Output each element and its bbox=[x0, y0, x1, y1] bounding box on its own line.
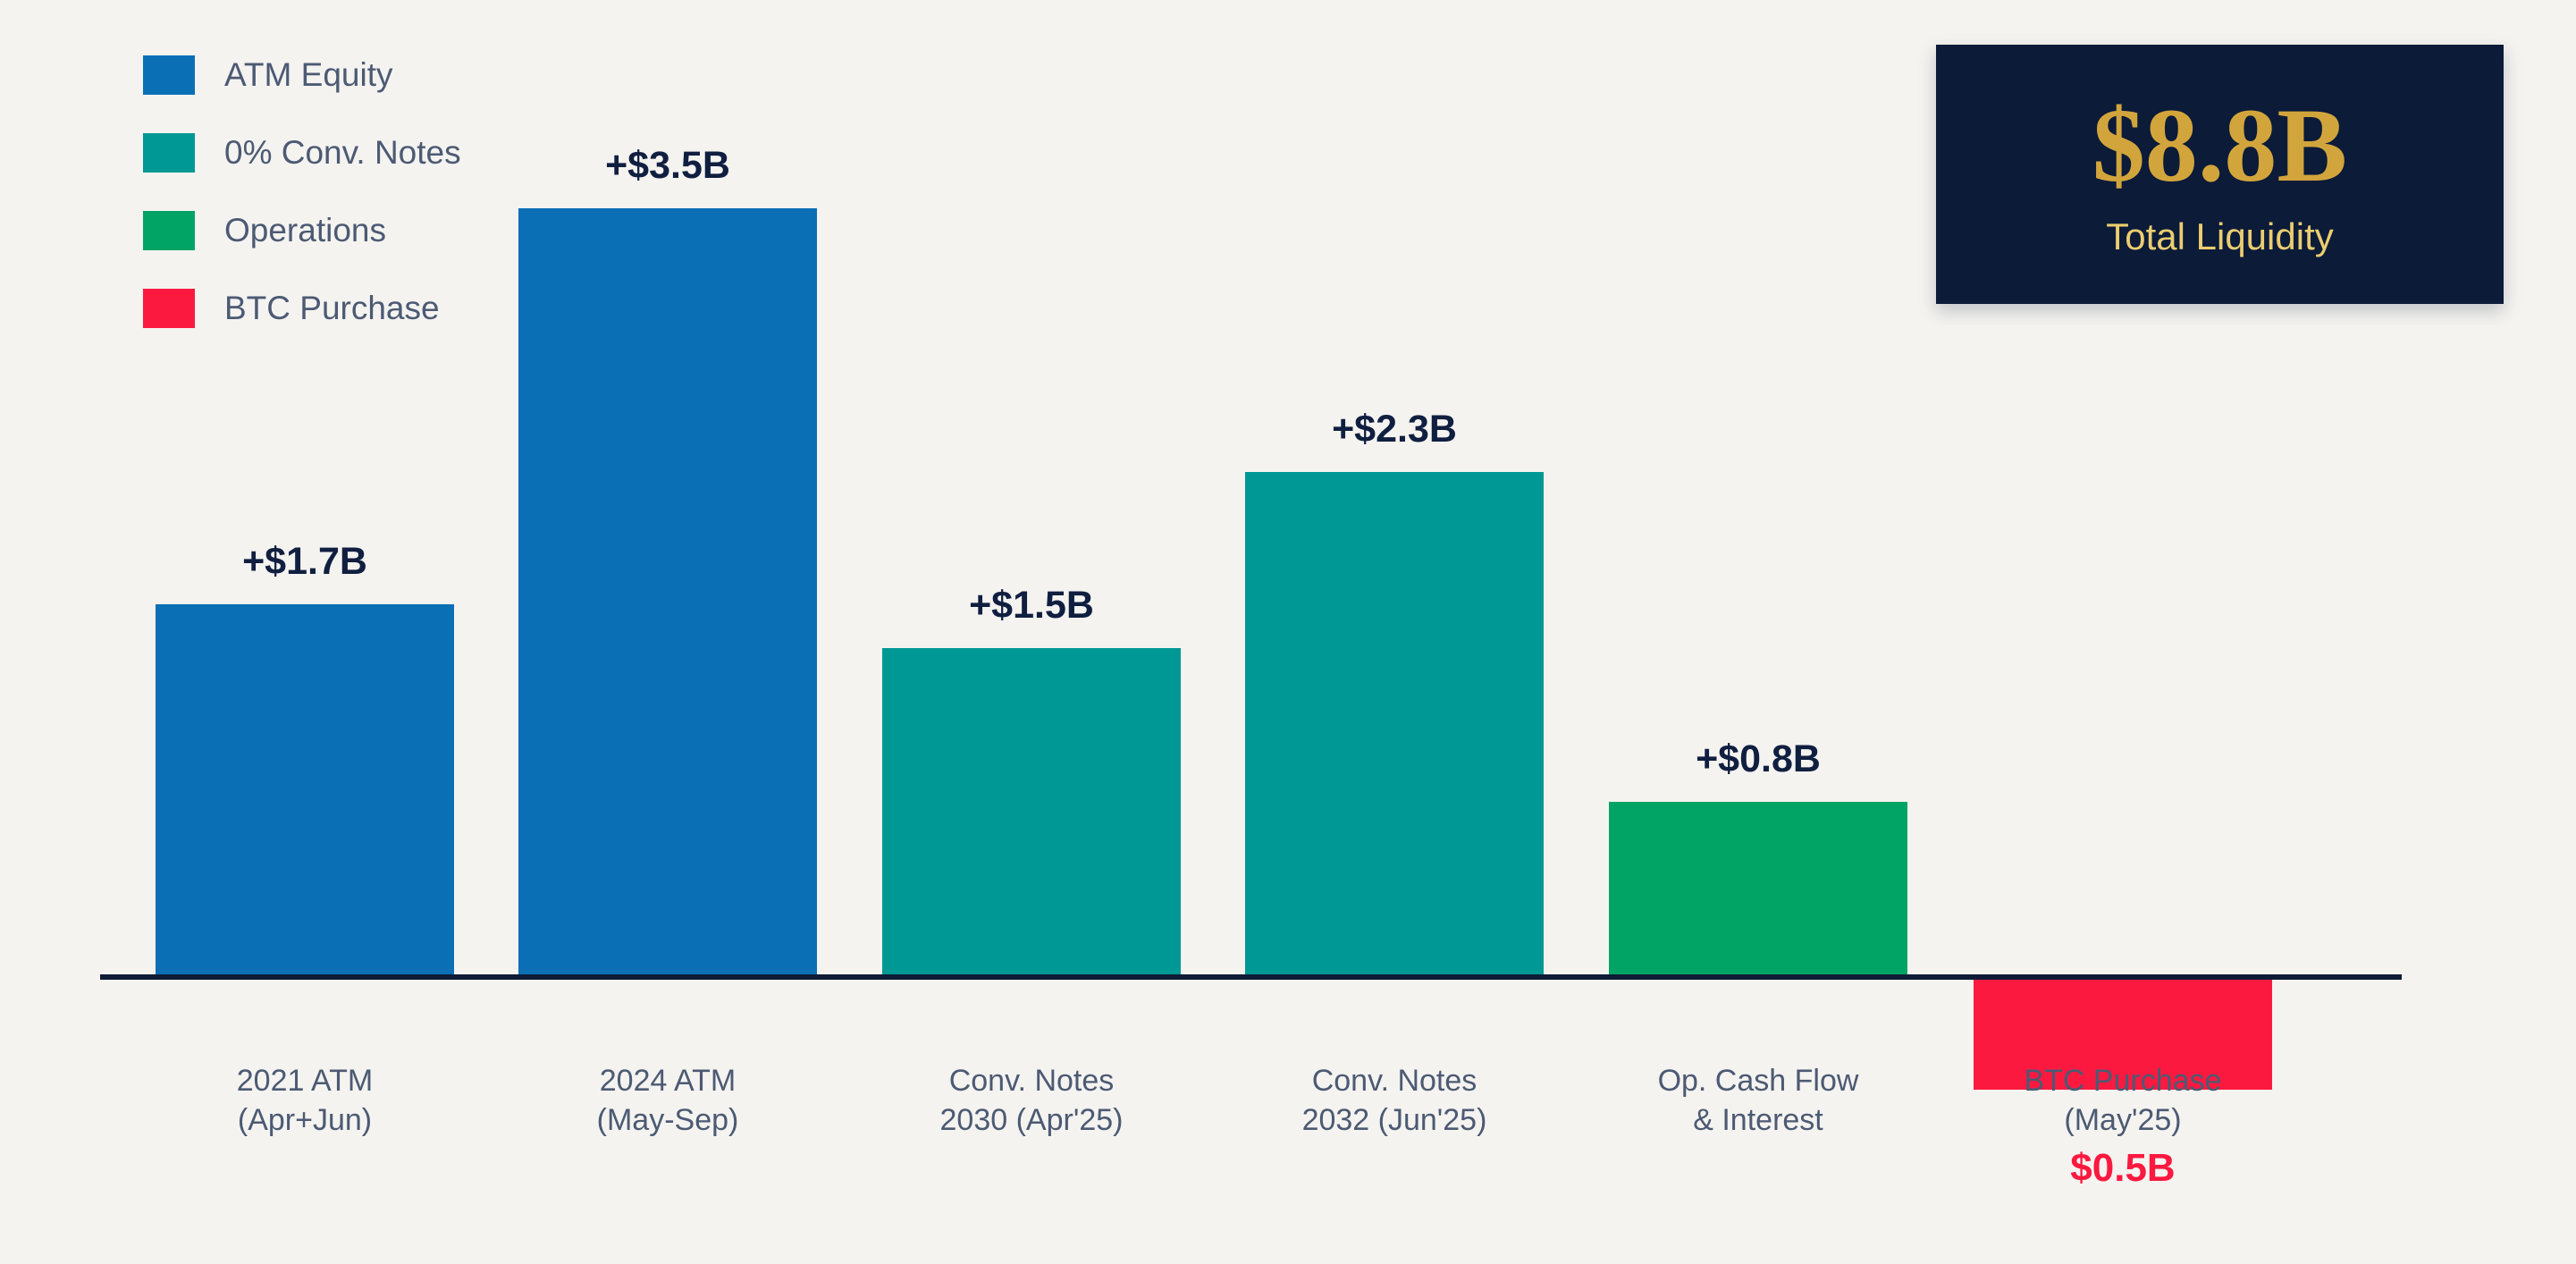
bar-value-label-0: +$1.7B bbox=[242, 540, 367, 583]
bar-btc-purchase-5 bbox=[1974, 980, 2272, 1090]
x-axis-line bbox=[100, 974, 2402, 980]
legend-item-0: ATM Equity bbox=[143, 55, 461, 95]
category-label-line: (May-Sep) bbox=[596, 1103, 739, 1137]
bar-value-label-1: +$3.5B bbox=[605, 144, 730, 187]
category-label-5: BTC Purchase (May'25) bbox=[1935, 1061, 2311, 1140]
legend-swatch-icon bbox=[143, 289, 195, 328]
total-liquidity-card: $8.8B Total Liquidity bbox=[1936, 45, 2504, 304]
bar-0-conv-notes-3 bbox=[1245, 472, 1544, 978]
legend-swatch-icon bbox=[143, 55, 195, 95]
legend-item-1: 0% Conv. Notes bbox=[143, 133, 461, 173]
bar-value-label-5: $0.5B bbox=[2070, 1146, 2176, 1190]
bar-value-label-2: +$1.5B bbox=[969, 584, 1094, 627]
legend-item-2: Operations bbox=[143, 211, 461, 250]
category-label-line: (Apr+Jun) bbox=[237, 1103, 373, 1137]
legend-item-3: BTC Purchase bbox=[143, 289, 461, 328]
legend-swatch-icon bbox=[143, 211, 195, 250]
bar-atm-equity-1 bbox=[518, 208, 817, 978]
category-label-1: 2024 ATM (May-Sep) bbox=[480, 1061, 855, 1140]
legend-label: Operations bbox=[224, 212, 386, 249]
legend-label: BTC Purchase bbox=[224, 290, 440, 326]
total-liquidity-label: Total Liquidity bbox=[2106, 215, 2334, 257]
bar-0-conv-notes-2 bbox=[882, 648, 1181, 978]
legend-label: 0% Conv. Notes bbox=[224, 134, 461, 171]
legend-label: ATM Equity bbox=[224, 56, 393, 93]
category-label-line: 2021 ATM bbox=[236, 1064, 374, 1098]
category-label-0: 2021 ATM (Apr+Jun) bbox=[117, 1061, 492, 1140]
bar-value-label-3: +$2.3B bbox=[1332, 408, 1457, 451]
category-label-line: (May'25) bbox=[2064, 1103, 2182, 1137]
category-label-3: Conv. Notes 2032 (Jun'25) bbox=[1207, 1061, 1582, 1140]
category-label-line: Conv. Notes bbox=[1311, 1064, 1477, 1098]
chart-legend: ATM Equity 0% Conv. Notes Operations BTC Pu… bbox=[143, 55, 461, 367]
category-label-line: & Interest bbox=[1693, 1103, 1823, 1137]
category-label-line: BTC Purchase bbox=[2024, 1064, 2222, 1098]
legend-swatch-icon bbox=[143, 133, 195, 173]
category-label-line: 2032 (Jun'25) bbox=[1301, 1103, 1487, 1137]
category-label-2: Conv. Notes 2030 (Apr'25) bbox=[844, 1061, 1219, 1140]
bar-operations-4 bbox=[1609, 802, 1907, 978]
total-liquidity-value: $8.8B bbox=[2092, 87, 2348, 204]
category-label-line: 2030 (Apr'25) bbox=[939, 1103, 1124, 1137]
category-label-line: Conv. Notes bbox=[948, 1064, 1115, 1098]
category-label-line: 2024 ATM bbox=[599, 1064, 737, 1098]
category-label-4: Op. Cash Flow & Interest bbox=[1570, 1061, 1946, 1140]
bar-value-label-4: +$0.8B bbox=[1696, 737, 1821, 780]
category-label-line: Op. Cash Flow bbox=[1657, 1064, 1859, 1098]
bar-atm-equity-0 bbox=[156, 604, 454, 978]
